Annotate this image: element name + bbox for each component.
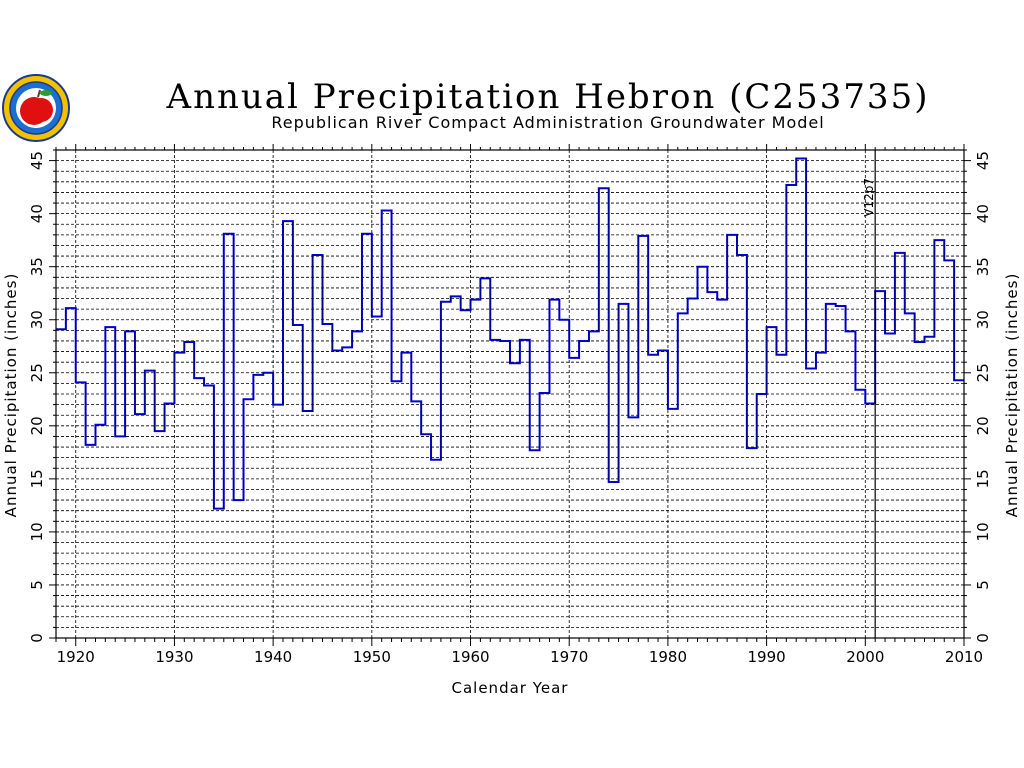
- y-tick-label-left: 10: [28, 522, 46, 541]
- y-tick-label-right: 25: [974, 363, 992, 382]
- model-version-label: V12p7: [862, 178, 876, 217]
- y-tick-label-left: 45: [28, 151, 46, 170]
- x-tick-label: 2010: [945, 648, 983, 666]
- y-tick-label-right: 40: [974, 204, 992, 223]
- y-axis-label-left: Annual Precipitation (inches): [2, 273, 20, 518]
- y-tick-label-left: 35: [28, 257, 46, 276]
- x-tick-label: 1980: [649, 648, 687, 666]
- apple-logo-icon: [2, 74, 70, 142]
- x-tick-label: 1990: [748, 648, 786, 666]
- x-tick-label: 1920: [57, 648, 95, 666]
- x-tick-label: 2000: [846, 648, 884, 666]
- y-tick-label-right: 35: [974, 257, 992, 276]
- y-tick-label-left: 30: [28, 310, 46, 329]
- chart-subtitle: Republican River Compact Administration …: [271, 113, 824, 132]
- y-tick-label-right: 15: [974, 469, 992, 488]
- y-axis-label-right: Annual Precipitation (inches): [1003, 273, 1021, 518]
- y-tick-label-right: 10: [974, 522, 992, 541]
- y-tick-label-left: 20: [28, 416, 46, 435]
- y-tick-label-right: 0: [974, 633, 992, 643]
- chart-title: Annual Precipitation Hebron (C253735): [166, 77, 930, 117]
- x-tick-label: 1960: [451, 648, 489, 666]
- x-tick-label: 1930: [155, 648, 193, 666]
- precipitation-step-line: [56, 157, 964, 510]
- y-tick-label-left: 25: [28, 363, 46, 382]
- y-tick-label-right: 20: [974, 416, 992, 435]
- y-tick-label-left: 15: [28, 469, 46, 488]
- y-tick-label-right: 5: [974, 580, 992, 590]
- y-tick-label-left: 40: [28, 204, 46, 223]
- x-tick-label: 1940: [254, 648, 292, 666]
- x-axis-label: Calendar Year: [452, 679, 569, 697]
- y-tick-label-right: 45: [974, 151, 992, 170]
- step-connectors: [65, 158, 955, 509]
- y-tick-label-left: 0: [28, 633, 46, 643]
- y-tick-label-left: 5: [28, 580, 46, 590]
- y-tick-label-right: 30: [974, 310, 992, 329]
- x-tick-label: 1970: [550, 648, 588, 666]
- x-tick-label: 1950: [353, 648, 391, 666]
